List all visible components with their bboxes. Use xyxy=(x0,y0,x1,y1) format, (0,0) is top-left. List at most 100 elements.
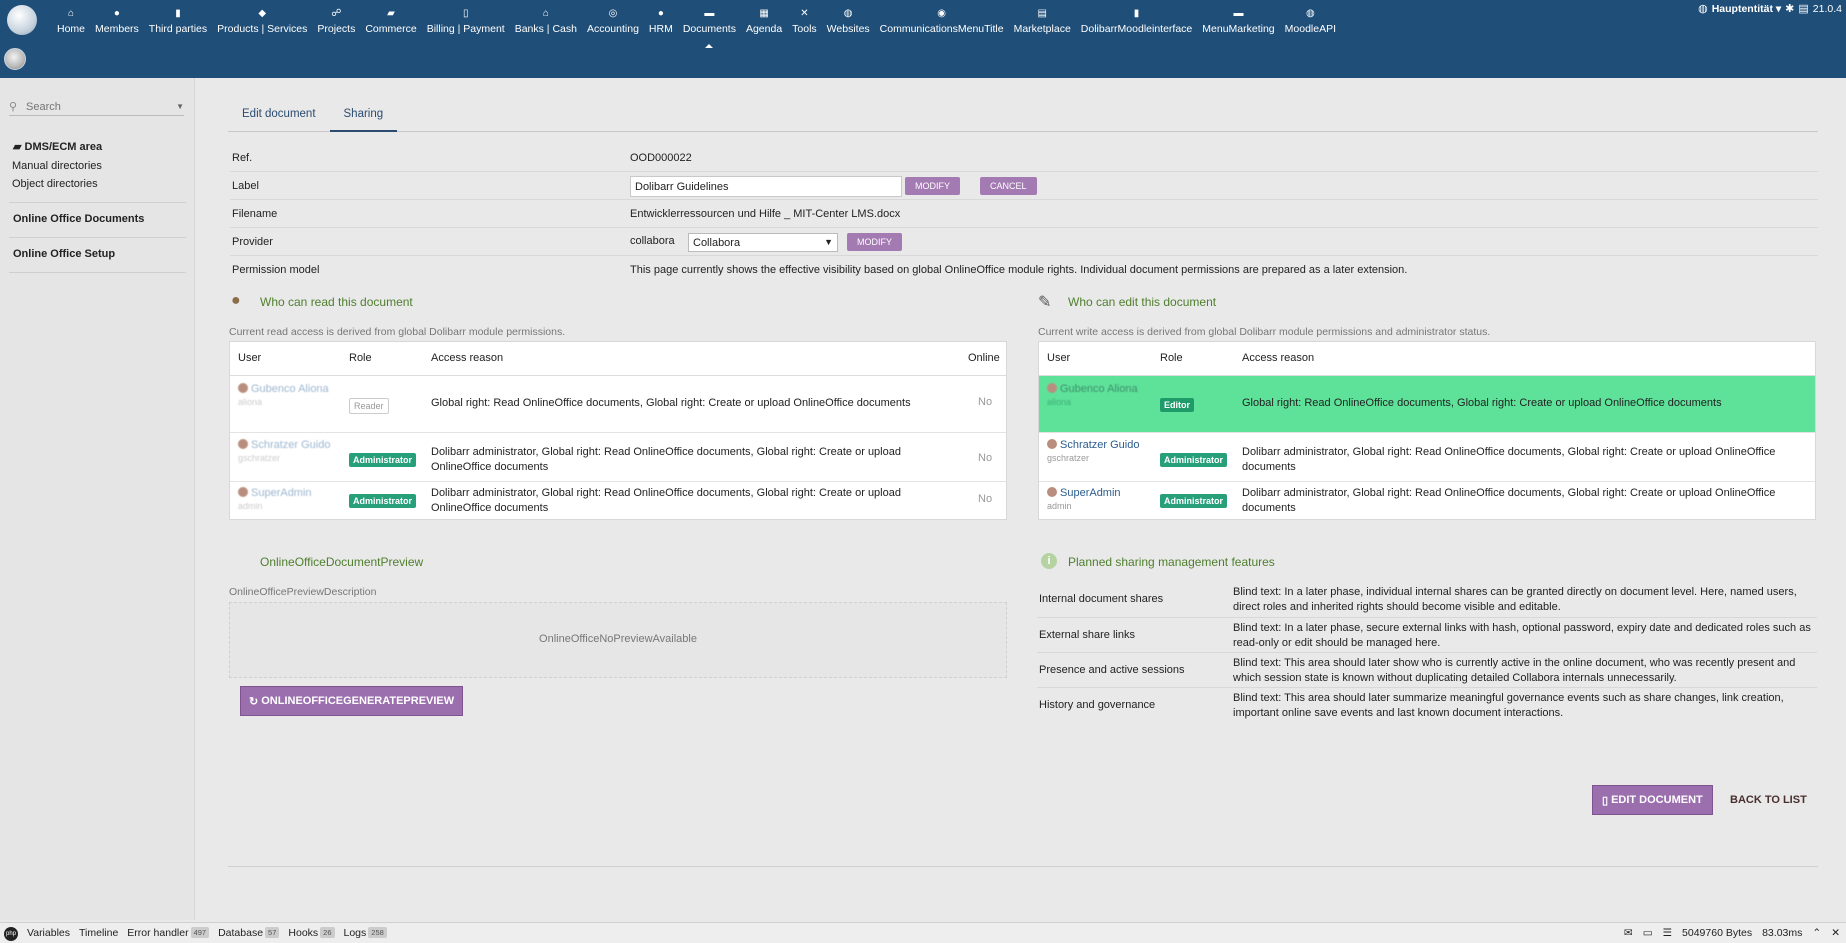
menu-item-members[interactable]: ● Members xyxy=(90,6,144,40)
database-icon[interactable]: ☰ xyxy=(1662,927,1673,939)
debug-tab-database[interactable]: Database 57 xyxy=(218,927,280,939)
user-link[interactable]: SuperAdmin xyxy=(1047,487,1121,499)
menu-item-label: Marketplace xyxy=(1013,23,1071,35)
menu-item-documents[interactable]: ▬ Documents xyxy=(678,6,741,48)
sidebar-item-online-office-documents[interactable]: Online Office Documents xyxy=(13,213,145,225)
menu-item-marketplace[interactable]: ▤ Marketplace xyxy=(1009,6,1076,40)
menu-item-label: Accounting xyxy=(586,23,639,35)
provider-select[interactable]: Collabora ▼ xyxy=(688,233,838,252)
sidebar-divider xyxy=(9,272,186,273)
provider-row: Provider collabora Collabora ▼ MODIFY xyxy=(230,228,1818,256)
sidebar-item-dms[interactable]: ▰ DMS/ECM area xyxy=(0,140,186,153)
entity-selector[interactable]: Hauptentität ▾ xyxy=(1711,2,1782,15)
debug-count-badge: 258 xyxy=(368,927,387,938)
label-input[interactable] xyxy=(630,176,902,197)
sidebar-item-object-directories[interactable]: Object directories xyxy=(12,178,98,190)
debug-tab-variables[interactable]: Variables xyxy=(27,927,70,939)
user-avatar[interactable] xyxy=(4,48,26,70)
user-link[interactable]: SuperAdmin xyxy=(238,487,312,499)
maximize-icon[interactable]: ⌃ xyxy=(1812,927,1822,939)
back-to-list-link[interactable]: BACK TO LIST xyxy=(1730,794,1807,806)
feature-label: External share links xyxy=(1039,629,1135,641)
user-name: SuperAdmin xyxy=(251,487,312,499)
menu-item-label: Banks | Cash xyxy=(514,23,577,35)
bug-icon[interactable]: ✱ xyxy=(1785,3,1795,15)
feature-description: Blind text: In a later phase, individual… xyxy=(1233,586,1797,613)
php-logo-icon[interactable]: php xyxy=(4,927,18,941)
role-badge: Administrator xyxy=(349,453,417,467)
user-link[interactable]: Gubenco Aliona xyxy=(1047,383,1138,395)
ref-label: Ref. xyxy=(232,152,253,164)
user-icon: ● xyxy=(231,292,241,309)
table-header: User Role Access reason Online xyxy=(230,342,1006,376)
menu-item-menumarketing[interactable]: ▬ MenuMarketing xyxy=(1197,6,1279,40)
user-icon xyxy=(238,439,248,449)
print-icon[interactable]: ▤ xyxy=(1798,3,1809,15)
tab-edit-document[interactable]: Edit document xyxy=(242,108,316,120)
debug-tab-timeline[interactable]: Timeline xyxy=(79,927,118,939)
menu-item-accounting[interactable]: ◎ Accounting xyxy=(582,6,644,40)
menu-item-hrm[interactable]: ● HRM xyxy=(644,6,678,40)
mail-icon[interactable]: ✉ xyxy=(1623,927,1633,939)
access-reason: Global right: Read OnlineOffice document… xyxy=(1242,397,1722,409)
user-icon xyxy=(1047,383,1057,393)
edit-document-button[interactable]: ▯ EDIT DOCUMENT xyxy=(1592,785,1713,815)
user-login: admin xyxy=(1047,501,1072,511)
menu-item-dolibarrmoodleinterface[interactable]: ▮ DolibarrMoodleinterface xyxy=(1076,6,1197,40)
user-login: gschratzer xyxy=(1047,453,1090,463)
menu-item-agenda[interactable]: ▦ Agenda xyxy=(741,6,787,40)
debug-tab-error-handler[interactable]: Error handler 497 xyxy=(127,927,210,939)
left-sidebar: ⚲ ▼ ▰ DMS/ECM area Manual directories Ob… xyxy=(0,78,195,920)
menu-item-projects[interactable]: ☍ Projects xyxy=(312,6,360,40)
broadcast-icon: ◉ xyxy=(937,8,946,19)
menu-item-third-parties[interactable]: ▮ Third parties xyxy=(144,6,212,40)
generate-preview-label: ONLINEOFFICEGENERATEPREVIEW xyxy=(261,695,455,707)
user-name: SuperAdmin xyxy=(1060,487,1121,499)
bottom-divider xyxy=(228,866,1818,867)
chevron-down-icon[interactable]: ▼ xyxy=(176,102,184,111)
refresh-icon: ↻ xyxy=(249,695,259,708)
menu-item-banks-cash[interactable]: ⌂ Banks | Cash xyxy=(510,6,582,40)
permission-row: Permission model This page currently sho… xyxy=(230,256,1818,284)
sidebar-search[interactable]: ⚲ ▼ xyxy=(9,98,184,116)
user-cell: SuperAdmin admin xyxy=(1047,485,1142,511)
cancel-label-button[interactable]: CANCEL xyxy=(980,177,1037,195)
online-status: No xyxy=(978,396,993,408)
globe-icon: ◍ xyxy=(1305,8,1315,19)
menu-item-moodleapi[interactable]: ◍ MoodleAPI xyxy=(1280,6,1341,40)
debug-count-badge: 497 xyxy=(190,927,210,938)
user-tie-icon: ● xyxy=(657,8,664,19)
column-header-user: User xyxy=(238,352,262,364)
column-header-role: Role xyxy=(349,352,372,364)
menu-item-communicationsmenutitle[interactable]: ◉ CommunicationsMenuTitle xyxy=(875,6,1009,40)
menu-item-home[interactable]: ⌂ Home xyxy=(52,6,90,40)
tab-sharing[interactable]: Sharing xyxy=(329,102,398,132)
debug-tabs: Variables Timeline Error handler 497 Databas… xyxy=(27,927,387,939)
sidebar-item-online-office-setup[interactable]: Online Office Setup xyxy=(13,248,116,260)
modify-provider-button[interactable]: MODIFY xyxy=(847,233,902,251)
user-link[interactable]: Schratzer Guido xyxy=(238,439,330,451)
menu-item-tools[interactable]: ✕ Tools xyxy=(787,6,822,40)
company-logo[interactable] xyxy=(7,5,37,35)
generate-preview-button[interactable]: ↻ ONLINEOFFICEGENERATEPREVIEW xyxy=(240,686,464,716)
menu-item-websites[interactable]: ◍ Websites xyxy=(822,6,875,40)
debug-tab-label: Hooks xyxy=(288,927,319,939)
menu-item-commerce[interactable]: ▰ Commerce xyxy=(360,6,421,40)
user-link[interactable]: Gubenco Aliona xyxy=(238,383,329,395)
debug-tab-hooks[interactable]: Hooks 26 xyxy=(288,927,335,939)
search-input[interactable] xyxy=(26,100,166,113)
debug-tab-logs[interactable]: Logs 258 xyxy=(344,927,387,939)
provider-selected-value: Collabora xyxy=(693,236,741,249)
modify-label-button[interactable]: MODIFY xyxy=(905,177,960,195)
user-cell: Gubenco Aliona aliona xyxy=(1047,381,1142,407)
close-icon[interactable]: ✕ xyxy=(1831,927,1840,939)
access-reason: Dolibarr administrator, Global right: Re… xyxy=(431,487,901,514)
menu-item-billing-payment[interactable]: ▯ Billing | Payment xyxy=(422,6,510,40)
monitor-icon[interactable]: ▭ xyxy=(1642,927,1653,939)
user-link[interactable]: Schratzer Guido xyxy=(1047,439,1139,451)
menu-item-products-services[interactable]: ◆ Products | Services xyxy=(212,6,312,40)
sidebar-item-manual-directories[interactable]: Manual directories xyxy=(12,160,102,172)
online-status: No xyxy=(978,493,993,505)
table-row-highlighted: Gubenco Aliona aliona Editor Global righ… xyxy=(1039,376,1815,433)
top-navigation-bar: ⌂ Home ● Members ▮ Third parties ◆ Products | S… xyxy=(0,0,1846,78)
